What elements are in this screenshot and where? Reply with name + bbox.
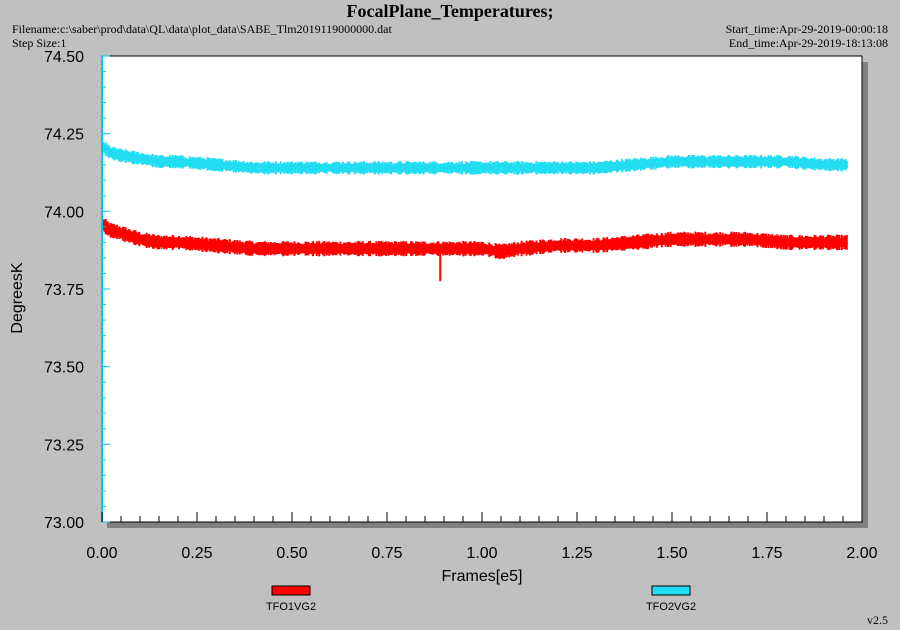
y-tick-label: 74.25 xyxy=(44,127,84,144)
y-tick-label: 73.75 xyxy=(44,282,84,299)
step-size-label: Step Size:1 xyxy=(12,36,67,50)
legend-swatch-tfo1vg2 xyxy=(271,585,311,596)
series-layer xyxy=(100,140,848,282)
y-tick-label: 74.00 xyxy=(44,204,84,221)
x-tick-label: 1.50 xyxy=(656,545,687,562)
x-tick-label: 0.50 xyxy=(276,545,307,562)
x-tick-label: 1.75 xyxy=(751,545,782,562)
plot-area xyxy=(101,55,863,523)
legend: TFO1VG2 TFO2VG2 xyxy=(266,585,696,613)
legend-swatch-tfo2vg2 xyxy=(651,585,691,596)
legend-label-tfo2vg2: TFO2VG2 xyxy=(646,601,696,613)
y-tick-label: 74.50 xyxy=(44,49,84,66)
x-tick-label: 2.00 xyxy=(846,545,877,562)
end-time-label: End_time:Apr-29-2019-18:13:08 xyxy=(728,36,888,50)
y-tick-label: 73.25 xyxy=(44,437,84,454)
series-trend-tfo2vg2 xyxy=(100,144,847,170)
y-tick-label: 73.50 xyxy=(44,360,84,377)
series-tfo1vg2 xyxy=(100,217,848,260)
filename-label: Filename:c:\saber\prod\data\QL\data\plot… xyxy=(12,22,392,36)
legend-label-tfo1vg2: TFO1VG2 xyxy=(266,601,316,613)
chart-title: FocalPlane_Temperatures; xyxy=(346,1,554,21)
version-label: v2.5 xyxy=(867,613,888,627)
series-trend-tfo1vg2 xyxy=(100,222,847,254)
x-tick-label: 1.25 xyxy=(561,545,592,562)
x-axis-label: Frames[e5] xyxy=(442,568,523,585)
x-tick-label: 0.25 xyxy=(181,545,212,562)
x-tick-label: 0.00 xyxy=(86,545,117,562)
x-tick-label: 1.00 xyxy=(466,545,497,562)
x-tick-label: 0.75 xyxy=(371,545,402,562)
y-tick-label: 73.00 xyxy=(44,515,84,532)
axis-layer: 73.00 73.25 73.50 73.75 74.00 74.25 74.50 0.00 0… xyxy=(44,49,878,562)
y-axis-label: DegreesK xyxy=(9,262,26,333)
start-time-label: Start_time:Apr-29-2019-00:00:18 xyxy=(725,22,888,36)
